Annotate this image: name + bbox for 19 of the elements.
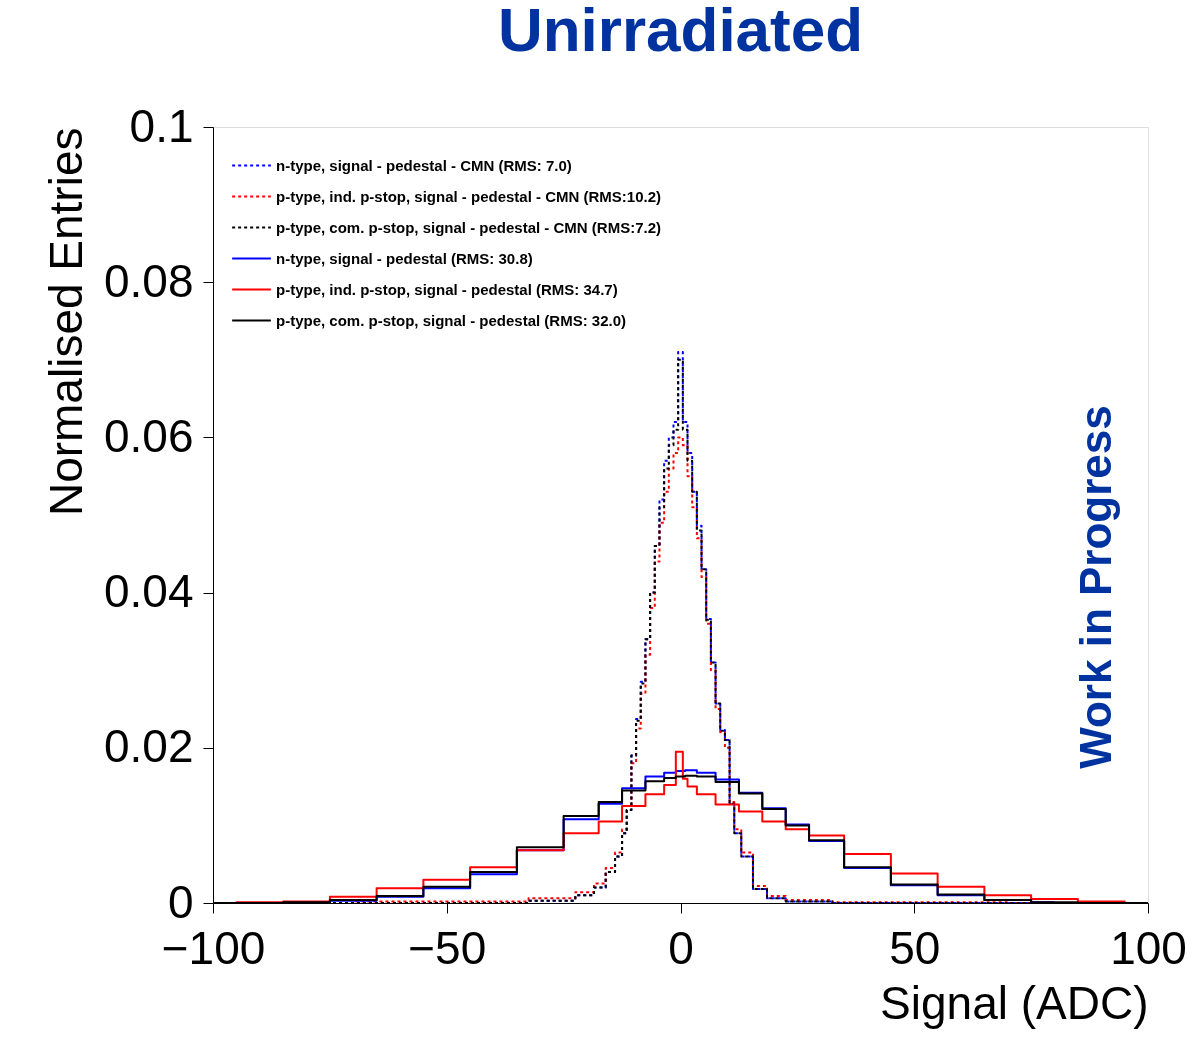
x-axis-title: Signal (ADC) — [880, 976, 1149, 1029]
legend-label: p-type, com. p-stop, signal - pedestal (RMS: 32.0) — [276, 311, 627, 329]
x-tick-label: −50 — [408, 921, 487, 974]
y-axis-title: Normalised Entries — [39, 127, 92, 517]
x-tick-label: 0 — [668, 921, 694, 974]
legend-label: n-type, signal - pedestal - CMN (RMS: 7.0) — [276, 156, 572, 174]
chart-title: Unirradiated — [497, 0, 864, 64]
x-tick-label: 50 — [889, 921, 941, 974]
y-tick-label: 0.02 — [103, 720, 194, 773]
y-tick-label: 0.04 — [103, 565, 194, 618]
y-tick-label: 0.06 — [103, 409, 194, 462]
legend-label: p-type, ind. p-stop, signal - pedestal - CMN (RMS:10.2) — [276, 187, 662, 205]
legend-label: n-type, signal - pedestal (RMS: 30.8) — [276, 249, 533, 267]
y-tick-label: 0.1 — [129, 99, 194, 152]
legend-label: p-type, com. p-stop, signal - pedestal - CMN (RMS:7.2) — [276, 218, 662, 236]
legend-label: p-type, ind. p-stop, signal - pedestal (RMS: 34.7) — [276, 280, 618, 298]
annotation: Work in Progress — [1071, 405, 1120, 769]
x-tick-label: 100 — [1110, 921, 1187, 974]
y-tick-label: 0.08 — [103, 254, 194, 307]
